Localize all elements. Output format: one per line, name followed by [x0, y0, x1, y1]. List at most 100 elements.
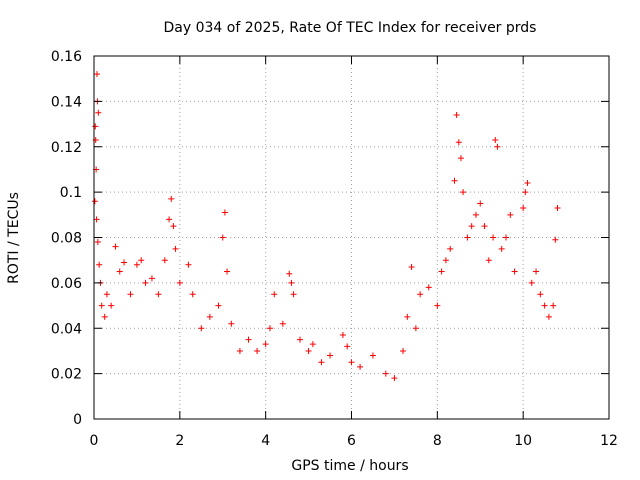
data-points [91, 71, 561, 382]
data-point [520, 205, 527, 212]
y-tick-label: 0 [73, 412, 82, 428]
data-point [455, 139, 462, 146]
x-tick-labels: 0 2 4 6 8 10 12 [90, 433, 618, 449]
data-point [447, 245, 454, 252]
data-point [472, 211, 479, 218]
data-point [425, 284, 432, 291]
data-point [206, 313, 213, 320]
data-point [297, 336, 303, 343]
data-point [533, 268, 540, 275]
data-point [108, 302, 115, 309]
data-point [168, 195, 175, 202]
x-tick-label: 2 [175, 433, 184, 449]
data-point [318, 359, 325, 366]
data-point [309, 341, 316, 348]
data-point [494, 143, 501, 150]
data-point [245, 336, 252, 343]
data-point [434, 302, 441, 309]
data-point [460, 189, 467, 196]
data-point [545, 313, 552, 320]
data-point [98, 302, 105, 309]
data-point [176, 279, 183, 286]
chart-title: Day 034 of 2025, Rate Of TEC Index for r… [164, 20, 537, 36]
data-point [464, 234, 471, 241]
data-point [101, 313, 108, 320]
data-point [490, 234, 497, 241]
x-tick-label: 4 [261, 433, 270, 449]
y-tick-label: 0.04 [51, 321, 82, 337]
data-point [492, 136, 499, 143]
data-point [94, 239, 101, 246]
data-point [266, 325, 273, 332]
data-point [507, 211, 514, 218]
data-point [166, 216, 173, 223]
data-point [541, 302, 548, 309]
data-point [554, 205, 561, 212]
data-point [95, 109, 102, 116]
data-point [477, 200, 484, 207]
data-point [498, 245, 505, 252]
y-tick-label: 0.1 [60, 185, 82, 201]
y-tick-label: 0.08 [51, 231, 82, 247]
data-point [503, 234, 509, 241]
data-point [453, 111, 460, 118]
data-point [219, 234, 226, 241]
data-point [528, 279, 535, 286]
y-tick-label: 0.02 [51, 367, 82, 383]
y-tick-label: 0.12 [51, 140, 82, 156]
data-point [262, 341, 269, 348]
grid-lines [94, 56, 609, 419]
data-point [121, 259, 128, 266]
data-point [254, 347, 261, 354]
data-point [91, 198, 98, 205]
data-point [94, 71, 101, 78]
data-point [271, 291, 278, 298]
data-point [103, 291, 110, 298]
data-point [93, 216, 100, 223]
x-tick-label: 0 [90, 433, 99, 449]
data-point [357, 363, 364, 370]
data-point [404, 313, 411, 320]
x-axis-label: GPS time / hours [291, 458, 408, 474]
data-point [468, 223, 475, 230]
data-point [290, 291, 297, 298]
data-point [451, 177, 458, 184]
data-point [142, 279, 149, 286]
data-point [215, 302, 222, 309]
data-point [185, 261, 192, 268]
data-point [161, 257, 168, 264]
data-point [127, 291, 134, 298]
data-point [228, 320, 235, 327]
data-point [550, 302, 557, 309]
y-tick-labels: 0 0.02 0.04 0.06 0.08 0.1 0.12 0.14 0.16 [51, 49, 82, 428]
data-point [369, 352, 376, 359]
data-point [537, 291, 544, 298]
data-point [344, 343, 351, 350]
data-point [286, 270, 293, 277]
x-tick-label: 8 [433, 433, 442, 449]
data-point [524, 180, 531, 187]
data-point [442, 257, 449, 264]
data-point [327, 352, 334, 359]
data-point [138, 257, 145, 264]
data-point [511, 268, 518, 275]
x-tick-label: 6 [347, 433, 356, 449]
data-point [224, 268, 231, 275]
data-point [172, 245, 179, 252]
data-point [198, 325, 205, 332]
y-axis-label: ROTI / TECUs [6, 192, 22, 284]
x-tick-label: 10 [514, 433, 532, 449]
y-tick-label: 0.06 [51, 276, 82, 292]
x-tick-label: 12 [600, 433, 618, 449]
data-point [148, 275, 155, 282]
data-point [279, 320, 286, 327]
y-tick-label: 0.16 [51, 49, 82, 65]
data-point [400, 347, 406, 354]
data-point [305, 347, 312, 354]
data-point [382, 370, 389, 377]
y-tick-label: 0.14 [51, 94, 82, 110]
axis-ticks [93, 55, 610, 420]
data-point [155, 291, 162, 298]
data-point [348, 359, 355, 366]
